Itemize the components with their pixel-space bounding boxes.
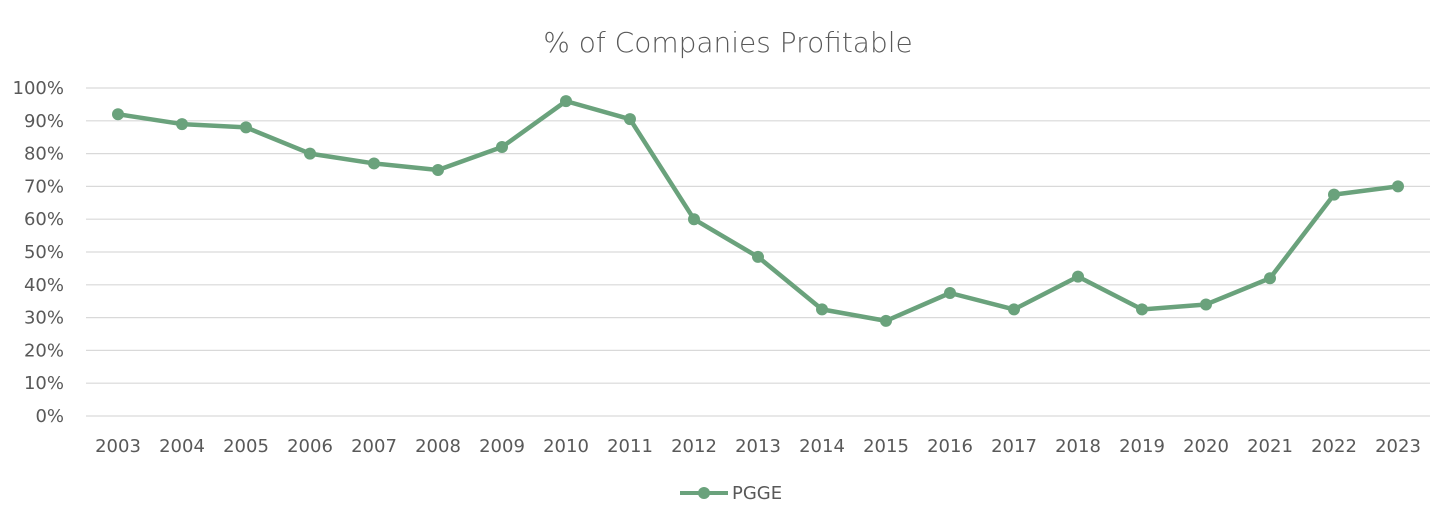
data-point-2007 xyxy=(368,157,380,170)
x-tick-label: 2017 xyxy=(991,436,1037,457)
x-tick-label: 2021 xyxy=(1247,436,1293,457)
y-tick-label: 20% xyxy=(24,340,64,361)
chart-title: % of Companies Profitable xyxy=(543,26,913,59)
y-tick-label: 50% xyxy=(24,242,64,263)
data-point-2003 xyxy=(112,108,124,121)
y-tick-label: 30% xyxy=(24,308,64,329)
x-tick-label: 2008 xyxy=(415,436,461,457)
x-tick-label: 2010 xyxy=(543,436,589,457)
y-tick-label: 60% xyxy=(24,209,64,230)
x-tick-label: 2005 xyxy=(223,436,269,457)
data-point-2023 xyxy=(1392,180,1404,193)
data-point-2021 xyxy=(1264,272,1276,285)
x-tick-label: 2003 xyxy=(95,436,141,457)
x-tick-label: 2016 xyxy=(927,436,973,457)
data-point-2018 xyxy=(1072,270,1084,283)
y-tick-label: 70% xyxy=(24,176,64,197)
x-tick-label: 2022 xyxy=(1311,436,1357,457)
data-point-2014 xyxy=(816,303,828,316)
x-tick-label: 2009 xyxy=(479,436,525,457)
y-tick-label: 0% xyxy=(35,406,64,427)
y-tick-label: 100% xyxy=(13,78,64,99)
data-point-2008 xyxy=(432,164,444,176)
y-tick-label: 10% xyxy=(24,373,64,394)
series-layer xyxy=(112,95,1404,327)
data-point-2019 xyxy=(1136,303,1148,316)
x-tick-label: 2014 xyxy=(799,436,845,457)
data-point-2005 xyxy=(240,121,252,134)
x-tick-label: 2018 xyxy=(1055,436,1101,457)
data-point-2020 xyxy=(1200,298,1212,311)
data-point-2009 xyxy=(496,141,508,154)
x-tick-label: 2019 xyxy=(1119,436,1165,457)
data-point-2016 xyxy=(944,287,956,299)
x-tick-label: 2007 xyxy=(351,436,397,457)
data-point-2013 xyxy=(752,250,764,263)
x-tick-label: 2023 xyxy=(1375,436,1421,457)
legend-point-marker xyxy=(698,487,710,499)
x-axis-ticks: 2003 2004 2005 2006 2007 2008 2009 2010 2011 2012… xyxy=(95,436,1421,457)
x-tick-label: 2012 xyxy=(671,436,717,457)
y-tick-label: 90% xyxy=(24,111,64,132)
series-line-pgge xyxy=(115,98,1401,324)
data-point-2011 xyxy=(624,113,636,126)
x-tick-label: 2004 xyxy=(159,436,205,457)
legend-label: PGGE xyxy=(732,483,782,504)
data-point-2004 xyxy=(176,118,188,131)
x-tick-label: 2020 xyxy=(1183,436,1229,457)
y-axis-ticks: 0% 10% 20% 30% 40% 50% 60% 70% 80% 90% 100% xyxy=(13,78,64,427)
data-point-2010 xyxy=(560,95,572,108)
data-point-2012 xyxy=(688,213,700,226)
y-tick-label: 80% xyxy=(24,144,64,165)
x-tick-label: 2011 xyxy=(607,436,653,457)
x-tick-label: 2006 xyxy=(287,436,333,457)
data-point-2017 xyxy=(1008,303,1020,316)
x-tick-label: 2015 xyxy=(863,436,909,457)
data-point-2015 xyxy=(880,314,892,327)
data-point-2022 xyxy=(1328,188,1340,201)
legend: PGGE xyxy=(680,483,782,504)
data-point-2006 xyxy=(304,147,316,160)
x-tick-label: 2013 xyxy=(735,436,781,457)
y-tick-label: 40% xyxy=(24,275,64,296)
